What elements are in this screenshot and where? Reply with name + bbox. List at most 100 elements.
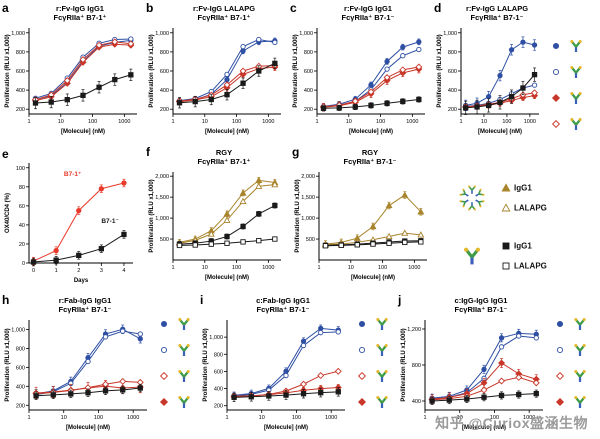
panel-g: g RGY FcγRIIa⁺ B7-1⁻ 1 10 100 1000 500 1,000 1… — [292, 145, 434, 281]
svg-text:500: 500 — [306, 237, 315, 243]
svg-text:Proliferation (RLU x1,000): Proliferation (RLU x1,000) — [149, 179, 155, 252]
molecule-icons-i — [357, 318, 388, 408]
svg-text:1000: 1000 — [408, 265, 420, 271]
svg-text:600: 600 — [448, 69, 457, 75]
svg-text:10: 10 — [481, 119, 487, 125]
svg-text:Proliferation (RLU x1,000): Proliferation (RLU x1,000) — [5, 328, 11, 401]
panel-f-letter: f — [146, 145, 150, 159]
svg-text:100: 100 — [88, 119, 97, 125]
svg-text:10: 10 — [202, 265, 208, 271]
svg-text:[Molecule] (nM): [Molecule] (nM) — [478, 129, 522, 135]
chart-c: 1 10 100 1000 200 400 600 800 1,000 [Molecule] (n… — [293, 28, 425, 135]
panel-d: d r:Fv-IgG LALAPG FcγRIIa⁺ B7-1⁻ 1 10 100 1… — [434, 1, 546, 135]
svg-text:[Molecule] (nM): [Molecule] (nM) — [205, 275, 249, 281]
panel-g-letter: g — [292, 145, 300, 159]
chart-h: 1 10 100 1000 200 400 600 800 1,000 [Molecule] (n… — [5, 320, 147, 431]
molecule-icons-h — [159, 318, 190, 408]
svg-text:500: 500 — [160, 237, 169, 243]
panel-e: e 0 1 2 3 4 0 20 40 60 80 100 Days OX40/CD4 (%) B7-1⁺… — [2, 147, 140, 284]
panel-j-title-line1: c:IgG-IgG IgG1 — [454, 296, 508, 305]
svg-text:1: 1 — [55, 268, 58, 274]
svg-text:10: 10 — [58, 119, 64, 125]
svg-text:B7-1⁺: B7-1⁺ — [64, 171, 82, 178]
svg-text:400: 400 — [160, 88, 169, 94]
svg-text:1000: 1000 — [262, 119, 274, 125]
svg-text:10: 10 — [348, 265, 354, 271]
svg-text:1,000: 1,000 — [11, 327, 25, 333]
svg-text:100: 100 — [232, 265, 241, 271]
svg-text:1000: 1000 — [118, 119, 130, 125]
svg-text:[Molecule] (nM): [Molecule] (nM) — [61, 129, 105, 135]
svg-text:100: 100 — [378, 265, 387, 271]
legend-icons: IgG1 LALAPG IgG1 LALAPG — [459, 183, 547, 271]
svg-text:LALAPG: LALAPG — [514, 262, 547, 271]
panel-c-title: r:Fv-IgG IgG1 FcγRIIa⁺ B7-1⁻ — [290, 4, 432, 23]
svg-text:200: 200 — [16, 107, 25, 113]
chart-b: 1 10 100 1000 200 400 600 800 1,000 [Molecule] (n… — [149, 28, 281, 135]
chart-f: 1 10 100 1000 500 1,000 1,500 2,000 [Molecule] (… — [149, 172, 281, 281]
svg-text:800: 800 — [412, 363, 421, 369]
svg-text:LALAPG: LALAPG — [514, 204, 547, 213]
panel-h-title: r:Fab-IgG IgG1 FcγRIIa⁺ B7-1⁻ — [2, 296, 154, 315]
svg-text:600: 600 — [16, 365, 25, 371]
svg-text:80: 80 — [19, 185, 25, 191]
svg-text:800: 800 — [160, 50, 169, 56]
chart-a: 1 10 100 1000 200 400 600 800 1,000 [Molecule] (n… — [5, 28, 137, 135]
svg-text:20: 20 — [19, 242, 25, 248]
svg-text:0: 0 — [22, 261, 25, 267]
svg-text:Days: Days — [74, 278, 89, 284]
svg-text:3: 3 — [100, 268, 103, 274]
svg-text:40: 40 — [19, 223, 25, 229]
panel-h-title-line1: r:Fab-IgG IgG1 — [58, 296, 112, 305]
svg-text:1000: 1000 — [325, 415, 337, 421]
svg-text:1,000: 1,000 — [155, 216, 169, 222]
svg-text:1000: 1000 — [523, 415, 535, 421]
svg-text:1: 1 — [317, 265, 320, 271]
panel-f-title-line2: FcγRIIa⁺ B7-1⁺ — [197, 157, 251, 166]
svg-text:1,500: 1,500 — [301, 195, 315, 201]
panel-e-letter: e — [2, 147, 9, 161]
svg-text:IgG1: IgG1 — [514, 184, 532, 193]
panel-f-title-line1: RGY — [215, 148, 233, 157]
svg-text:200: 200 — [160, 107, 169, 113]
svg-text:600: 600 — [160, 69, 169, 75]
svg-text:10: 10 — [202, 119, 208, 125]
panel-b-title: r:Fv-IgG LALAPG FcγRIIa⁺ B7-1⁺ — [146, 4, 288, 23]
svg-text:1: 1 — [459, 119, 462, 125]
svg-text:100: 100 — [232, 119, 241, 125]
svg-text:600: 600 — [214, 369, 223, 375]
svg-text:1,000: 1,000 — [299, 31, 313, 37]
panel-b: b r:Fv-IgG LALAPG FcγRIIa⁺ B7-1⁺ 1 10 100 1… — [146, 1, 288, 135]
svg-text:10: 10 — [259, 415, 265, 421]
panel-j-letter: j — [398, 293, 402, 307]
svg-text:[Molecule] (nM): [Molecule] (nM) — [462, 425, 506, 431]
panel-i-letter: i — [200, 293, 204, 307]
svg-text:400: 400 — [16, 88, 25, 94]
panel-a-title-line2: FcγRIIa⁺ B7-1⁺ — [53, 13, 107, 22]
svg-text:OX40/CD4 (%): OX40/CD4 (%) — [5, 193, 11, 233]
svg-text:800: 800 — [214, 352, 223, 358]
panel-a-title-line1: r:Fv-IgG IgG1 — [56, 4, 104, 13]
svg-text:Proliferation (RLU x1,000): Proliferation (RLU x1,000) — [5, 34, 11, 107]
svg-text:Proliferation (RLU x1,000): Proliferation (RLU x1,000) — [293, 34, 299, 107]
svg-text:100: 100 — [502, 119, 511, 125]
svg-text:1,000: 1,000 — [301, 216, 315, 222]
svg-text:400: 400 — [412, 399, 421, 405]
panel-d-letter: d — [434, 1, 442, 15]
svg-text:1: 1 — [423, 415, 426, 421]
panel-g-title: RGY FcγRIIa⁺ B7-1⁻ — [292, 148, 434, 167]
svg-text:100: 100 — [292, 415, 301, 421]
panel-h-letter: h — [2, 293, 10, 307]
svg-text:1000: 1000 — [262, 265, 274, 271]
svg-text:200: 200 — [214, 404, 223, 410]
svg-text:1,200: 1,200 — [407, 327, 421, 333]
svg-text:Proliferation (RLU x1,000): Proliferation (RLU x1,000) — [437, 34, 443, 107]
watermark: 知乎 @Curiox盛涵生物 — [435, 415, 588, 431]
svg-text:400: 400 — [16, 384, 25, 390]
panel-g-title-line1: RGY — [361, 148, 379, 157]
svg-text:10: 10 — [61, 415, 67, 421]
svg-text:400: 400 — [304, 88, 313, 94]
svg-text:2: 2 — [77, 268, 80, 274]
